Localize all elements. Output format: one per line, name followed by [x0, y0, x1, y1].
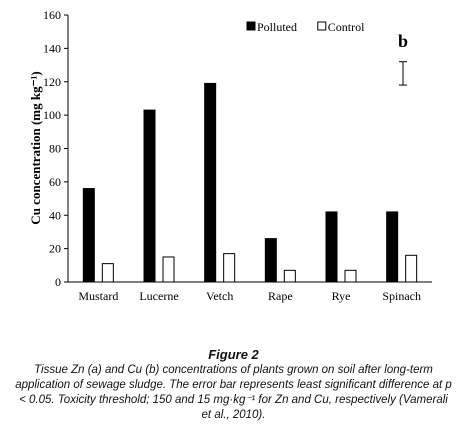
axes: 0 20 40 60 80 100 120 140 160 [43, 8, 432, 289]
y-tick-label: 100 [43, 108, 61, 122]
legend-label-control: Control [328, 20, 365, 34]
figure-caption: Figure 2 Tissue Zn (a) and Cu (b) concen… [0, 347, 467, 423]
x-tick-label: Spinach [382, 289, 421, 303]
x-tick-label: Mustard [78, 289, 118, 303]
bar-control-lucerne [162, 256, 175, 283]
y-tick-label: 20 [49, 242, 61, 256]
y-tick-label: 80 [49, 142, 61, 156]
bar-polluted-rye [325, 211, 338, 283]
bar-polluted-vetch [204, 82, 217, 283]
bars: Mustard Lucerne Vetch Rape Rye Spinach [78, 82, 421, 303]
legend-label-polluted: Polluted [257, 20, 297, 34]
figure-caption-text: Tissue Zn (a) and Cu (b) concentrations … [15, 364, 452, 421]
y-tick-label: 60 [49, 175, 61, 189]
x-tick-label: Vetch [206, 289, 233, 303]
y-tick-label: 120 [43, 75, 61, 89]
bar-polluted-rape [264, 238, 277, 283]
figure-title: Figure 2 [208, 347, 259, 362]
legend-swatch-control [317, 21, 327, 31]
bar-control-rye [344, 269, 357, 283]
y-axis-label: Cu concentration (mg kg⁻¹) [28, 71, 43, 224]
bar-control-mustard [101, 263, 114, 283]
bar-control-rape [283, 269, 296, 283]
panel-label: b [398, 31, 408, 51]
lsd-error-bar [399, 61, 407, 86]
legend-swatch-polluted [246, 21, 256, 31]
y-tick-label: 0 [55, 275, 61, 289]
y-tick-label: 40 [49, 208, 61, 222]
bar-control-spinach [405, 254, 418, 283]
x-tick-label: Rye [332, 289, 351, 303]
bar-polluted-mustard [82, 188, 95, 283]
x-tick-label: Rape [268, 289, 293, 303]
y-tick-label: 160 [43, 8, 61, 22]
x-tick-label: Lucerne [139, 289, 178, 303]
bar-polluted-spinach [386, 211, 399, 283]
y-tick-label: 140 [43, 41, 61, 55]
bar-polluted-lucerne [143, 109, 156, 283]
bar-control-vetch [223, 253, 236, 283]
bar-chart: Cu concentration (mg kg⁻¹) b 0 20 40 60 80 10… [28, 8, 432, 303]
legend: Polluted Control [246, 20, 365, 34]
